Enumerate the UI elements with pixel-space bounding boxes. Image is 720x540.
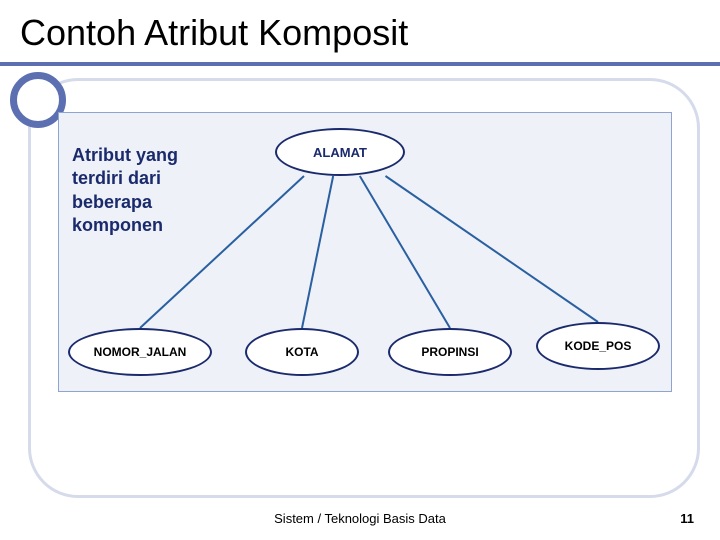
child-attribute-node: KODE_POS	[536, 322, 660, 370]
child-attribute-node: PROPINSI	[388, 328, 512, 376]
child-attribute-node: NOMOR_JALAN	[68, 328, 212, 376]
child-attribute-label: PROPINSI	[421, 345, 478, 359]
title-underline	[0, 62, 720, 66]
slide-title: Contoh Atribut Komposit	[20, 12, 408, 54]
child-attribute-label: KOTA	[285, 345, 318, 359]
root-attribute-node: ALAMAT	[275, 128, 405, 176]
footer-center-text: Sistem / Teknologi Basis Data	[274, 511, 446, 526]
root-attribute-label: ALAMAT	[313, 145, 367, 160]
child-attribute-node: KOTA	[245, 328, 359, 376]
child-attribute-label: NOMOR_JALAN	[94, 345, 187, 359]
child-attribute-label: KODE_POS	[565, 339, 632, 353]
page-number: 11	[680, 511, 694, 526]
diagram-description: Atribut yangterdiri daribeberapakomponen	[72, 144, 178, 238]
